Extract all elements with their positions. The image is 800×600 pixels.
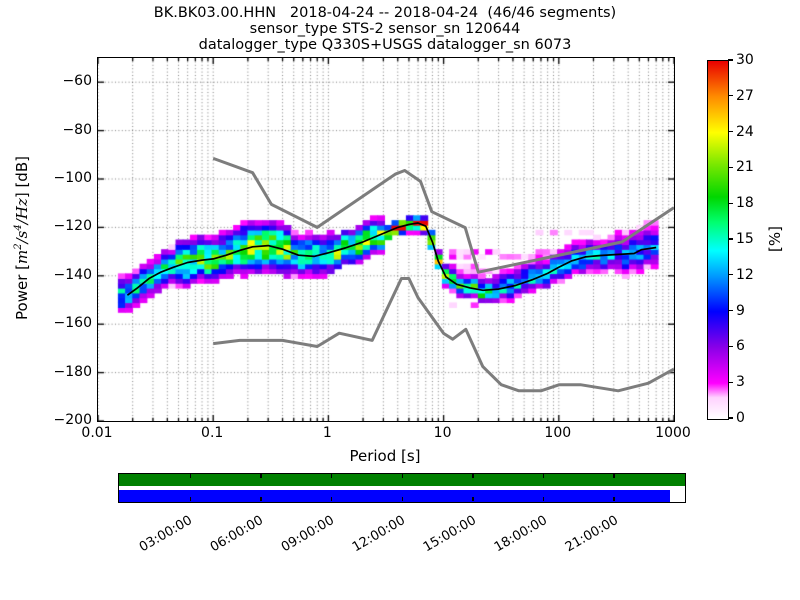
timeline-time-label: 18:00:00 bbox=[491, 513, 550, 556]
timeline-time-label: 06:00:00 bbox=[207, 513, 266, 556]
colorbar-tick-label: 15 bbox=[736, 231, 754, 247]
timeline-tick-mark bbox=[189, 497, 192, 501]
colorbar-tick-label: 21 bbox=[736, 159, 754, 176]
colorbar-tick-label: 18 bbox=[736, 195, 754, 212]
timeline-time-label: 21:00:00 bbox=[562, 513, 621, 556]
colorbar-tick-mark bbox=[728, 130, 733, 133]
colorbar-tick-mark bbox=[728, 417, 733, 419]
colorbar-tick-mark bbox=[728, 95, 733, 97]
colorbar-tick-mark bbox=[728, 345, 733, 348]
timeline-tick-mark bbox=[189, 474, 192, 478]
colorbar-tick-mark bbox=[728, 59, 733, 61]
noise-model-lines bbox=[126, 156, 674, 393]
y-tick-label: −200 bbox=[53, 412, 92, 428]
ppsd-histogram-canvas bbox=[98, 58, 674, 421]
x-tick-label: 100 bbox=[544, 425, 572, 441]
nhnm-high-noise-model-line bbox=[212, 156, 674, 274]
timeline-tick-mark bbox=[472, 474, 474, 478]
timeline-coverage-bar bbox=[118, 473, 686, 503]
timeline-time-label: 03:00:00 bbox=[136, 513, 195, 556]
timeline-time-label: 15:00:00 bbox=[420, 513, 479, 556]
timeline-tick-mark bbox=[330, 474, 333, 478]
timeline-time-label: 12:00:00 bbox=[349, 513, 408, 556]
timeline-tick-mark bbox=[542, 497, 545, 501]
nlnm-low-noise-model-line bbox=[213, 277, 674, 393]
x-axis-label: Period [s] bbox=[349, 447, 421, 465]
figure-title-line3: datalogger_type Q330S+USGS datalogger_sn… bbox=[198, 37, 572, 53]
colorbar-tick-mark bbox=[728, 202, 733, 204]
timeline-tick-mark bbox=[260, 474, 262, 478]
x-tick-label: 1000 bbox=[655, 425, 691, 441]
colorbar-tick-label: 30 bbox=[736, 52, 754, 68]
colorbar-tick-label: 12 bbox=[736, 266, 754, 283]
x-tick-label: 0.1 bbox=[201, 425, 224, 441]
y-tick-label: −120 bbox=[53, 218, 92, 235]
timeline-time-label: 09:00:00 bbox=[278, 513, 337, 556]
colorbar-tick-mark bbox=[728, 274, 733, 276]
y-axis-label: Power [m2/s4/Hz] [dB] bbox=[13, 156, 31, 320]
timeline-tick-mark bbox=[542, 474, 545, 478]
colorbar-tick-label: 3 bbox=[736, 374, 745, 391]
colorbar bbox=[707, 60, 729, 420]
y-tick-label: −160 bbox=[53, 315, 92, 332]
psd-mode-line bbox=[126, 222, 657, 296]
y-tick-label: −60 bbox=[62, 73, 92, 90]
colorbar-tick-label: 0 bbox=[736, 410, 745, 426]
timeline-data-row bbox=[119, 490, 671, 502]
colorbar-tick-mark bbox=[728, 166, 733, 169]
timeline-tick-mark bbox=[613, 497, 615, 501]
timeline-tick-mark bbox=[613, 474, 615, 478]
y-tick-label: −180 bbox=[53, 363, 92, 380]
x-tick-label: 10 bbox=[433, 425, 452, 441]
y-tick-label: −100 bbox=[53, 170, 92, 186]
x-tick-label: 0.01 bbox=[81, 425, 113, 441]
plot-area bbox=[97, 57, 675, 422]
timeline-tick-mark bbox=[260, 497, 262, 501]
timeline-tick-mark bbox=[330, 497, 333, 501]
colorbar-tick-label: 9 bbox=[736, 302, 745, 319]
colorbar-tick-label: 24 bbox=[736, 123, 754, 140]
figure-title-line1: BK.BK03.00.HHN 2018-04-24 -- 2018-04-24 … bbox=[153, 5, 617, 21]
colorbar-label: [%] bbox=[766, 226, 784, 252]
timeline-tick-mark bbox=[401, 474, 403, 478]
y-tick-label: −80 bbox=[62, 121, 92, 138]
y-tick-label: −140 bbox=[53, 266, 92, 283]
colorbar-tick-label: 27 bbox=[736, 87, 754, 104]
figure-title-line2: sensor_type STS-2 sensor_sn 120644 bbox=[249, 21, 521, 37]
colorbar-tick-mark bbox=[728, 309, 733, 312]
colorbar-tick-label: 6 bbox=[736, 338, 745, 355]
timeline-tick-mark bbox=[472, 497, 474, 501]
colorbar-tick-mark bbox=[728, 381, 733, 383]
timeline-tick-mark bbox=[401, 497, 403, 501]
x-tick-label: 1 bbox=[322, 425, 332, 441]
colorbar-tick-mark bbox=[728, 238, 733, 240]
